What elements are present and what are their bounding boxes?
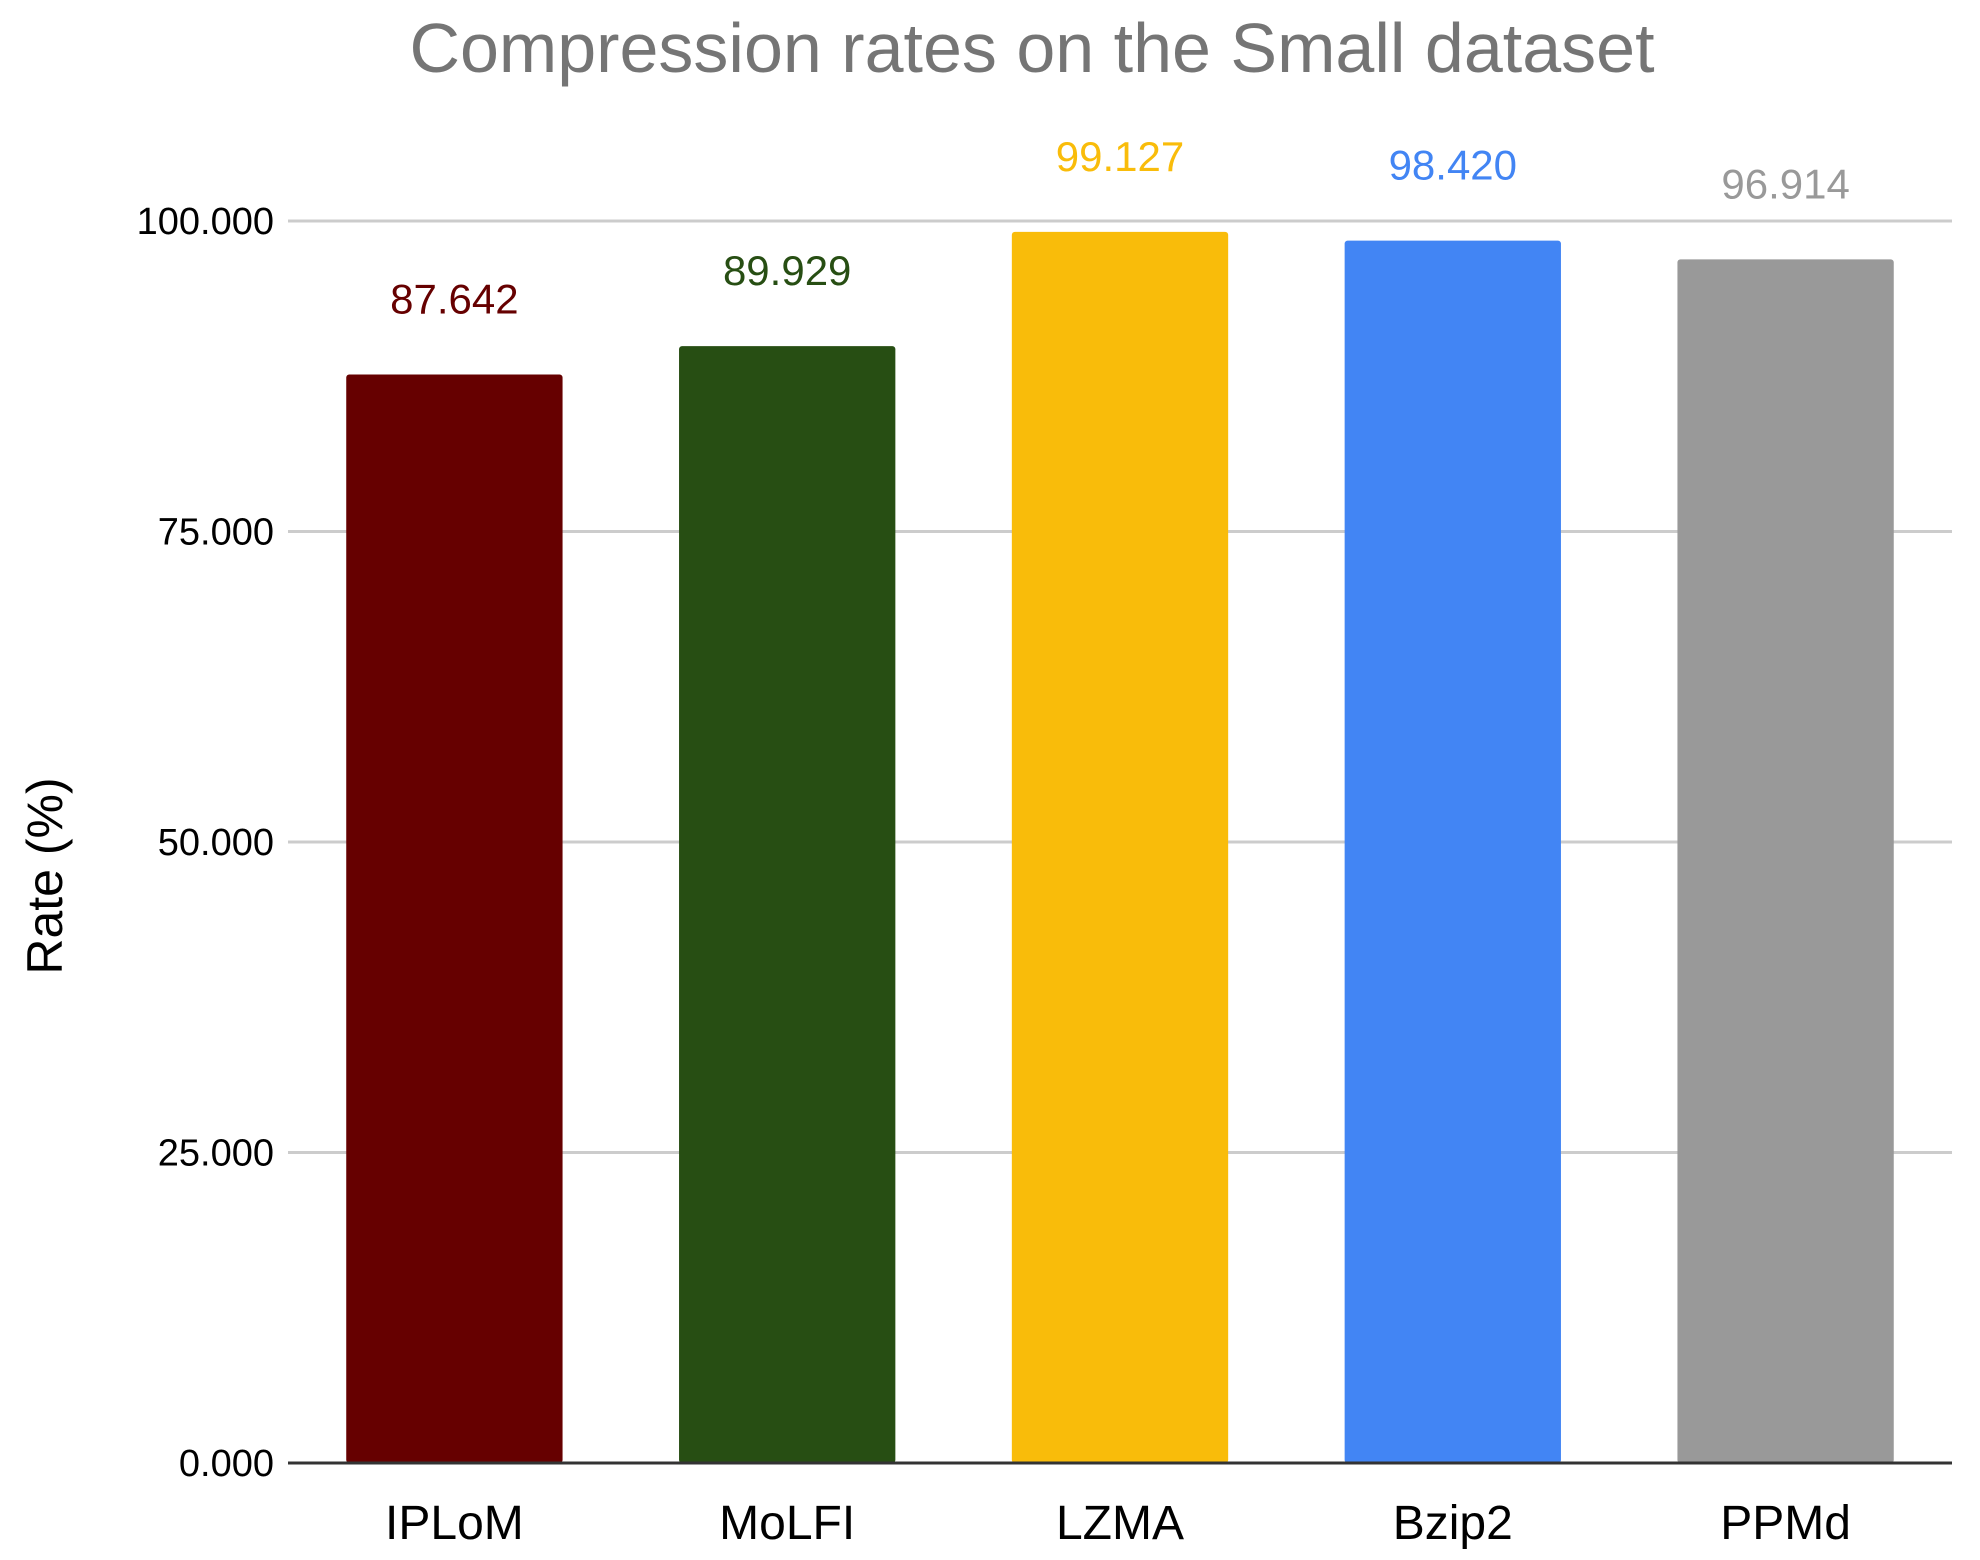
data-label: 99.127 bbox=[1056, 133, 1184, 180]
bar-iplom bbox=[346, 374, 563, 1464]
bars bbox=[346, 231, 1894, 1464]
y-tick-label: 0.000 bbox=[179, 1443, 274, 1485]
x-category-label: LZMA bbox=[1056, 1497, 1184, 1550]
bar-lzma bbox=[1011, 231, 1229, 1464]
data-label: 87.642 bbox=[390, 275, 518, 322]
y-axis-title: Rate (%) bbox=[17, 777, 73, 974]
chart-title: Compression rates on the Small dataset bbox=[409, 9, 1654, 87]
y-tick-label: 100.000 bbox=[137, 201, 274, 243]
y-tick-label: 50.000 bbox=[158, 822, 274, 864]
bar-molfi bbox=[679, 346, 896, 1464]
data-label: 98.420 bbox=[1389, 142, 1517, 189]
labels: 0.000 25.000 50.000 75.000 100.000 87.642 IPLo… bbox=[137, 133, 1851, 1550]
y-tick-label: 75.000 bbox=[158, 512, 274, 554]
data-label: 89.929 bbox=[723, 247, 851, 294]
data-label: 96.914 bbox=[1721, 160, 1849, 207]
x-category-label: PPMd bbox=[1720, 1497, 1851, 1550]
x-category-label: Bzip2 bbox=[1393, 1497, 1513, 1550]
x-category-label: MoLFI bbox=[719, 1497, 855, 1550]
x-category-label: IPLoM bbox=[385, 1497, 524, 1550]
y-tick-label: 25.000 bbox=[158, 1133, 274, 1175]
bar-bzip2 bbox=[1344, 240, 1561, 1464]
bar-ppmd bbox=[1677, 259, 1894, 1463]
